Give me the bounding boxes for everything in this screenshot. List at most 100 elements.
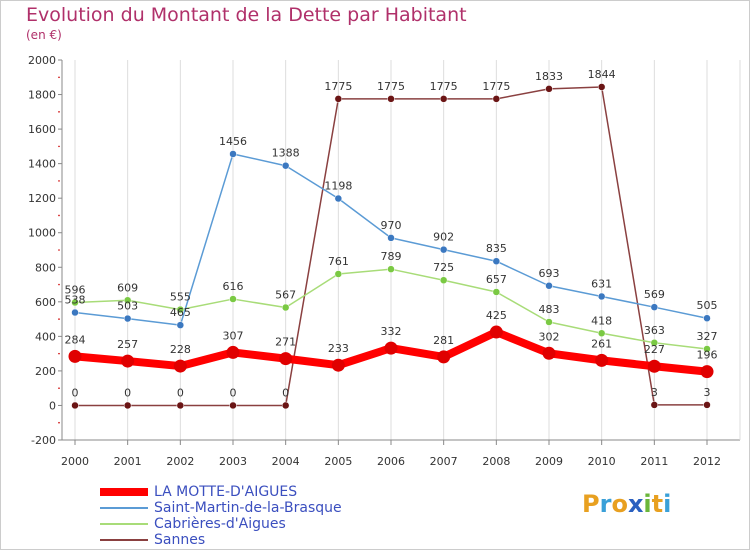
y-tick-label: 1800 [28, 89, 56, 102]
data-point [176, 401, 185, 410]
proxiti-logo: Proxiti [582, 490, 671, 518]
y-minor-tick [58, 180, 60, 182]
legend-label: LA MOTTE-D'AIGUES [154, 484, 298, 500]
data-point [281, 303, 290, 312]
legend-swatch [100, 523, 148, 525]
legend-swatch [100, 539, 148, 541]
data-label: 1775 [377, 80, 405, 93]
x-tick-label: 2006 [377, 455, 405, 468]
data-point [387, 95, 395, 103]
data-label: 657 [486, 273, 507, 286]
data-point [387, 234, 395, 242]
data-point [700, 365, 714, 379]
y-tick-label: -200 [31, 434, 56, 447]
y-tick-label: 200 [35, 365, 56, 378]
chart-unit: (en €) [26, 28, 62, 42]
data-point [123, 401, 132, 410]
x-tick-label: 2010 [588, 455, 616, 468]
data-point [173, 359, 187, 373]
logo-letter: P [582, 490, 600, 518]
y-minor-tick [58, 387, 60, 389]
x-tick-label: 2002 [166, 455, 194, 468]
data-label: 596 [65, 284, 86, 297]
data-point [384, 341, 398, 355]
data-label: 228 [170, 343, 191, 356]
data-point [703, 314, 711, 322]
data-label: 1775 [482, 80, 510, 93]
legend-swatch [100, 488, 148, 496]
data-label: 567 [275, 289, 296, 302]
data-point [703, 345, 711, 353]
data-label: 505 [697, 299, 718, 312]
data-label: 555 [170, 291, 191, 304]
data-point [597, 329, 606, 338]
data-point [387, 265, 395, 273]
data-label: 284 [65, 333, 86, 346]
data-point [545, 282, 553, 290]
data-label: 3 [704, 386, 711, 399]
data-point [334, 95, 343, 103]
data-point [647, 359, 661, 373]
data-point [68, 349, 82, 363]
data-label: 307 [223, 329, 244, 342]
logo-letter: i [643, 490, 652, 518]
data-point [597, 83, 606, 91]
data-label: 693 [539, 267, 560, 280]
legend-swatch [100, 507, 148, 509]
data-label: 503 [117, 300, 138, 313]
x-tick-label: 2007 [430, 455, 458, 468]
data-point [489, 325, 503, 339]
data-label: 1388 [272, 147, 300, 160]
data-label: 631 [591, 277, 612, 290]
data-label: 1844 [588, 68, 616, 81]
y-tick-label: 1600 [28, 123, 56, 136]
x-tick-label: 2000 [61, 455, 89, 468]
data-label: 835 [486, 242, 507, 255]
data-label: 233 [328, 342, 349, 355]
data-label: 196 [697, 349, 718, 362]
data-label: 261 [591, 337, 612, 350]
data-label: 281 [433, 334, 454, 347]
data-point [703, 401, 711, 409]
data-point [176, 321, 185, 329]
x-tick-label: 2001 [114, 455, 142, 468]
data-point [121, 354, 135, 368]
logo-letter: x [627, 490, 644, 518]
data-label: 332 [381, 325, 402, 338]
y-tick-label: 1400 [28, 158, 56, 171]
data-label: 902 [433, 231, 454, 244]
logo-letter: t [651, 490, 664, 518]
data-point [229, 295, 237, 303]
data-point [331, 358, 345, 372]
y-tick-label: 2000 [28, 54, 56, 67]
grid [74, 60, 708, 440]
data-label: 761 [328, 255, 349, 268]
legend-label: Sannes [154, 532, 206, 548]
data-label: 425 [486, 309, 507, 322]
data-label: 465 [170, 306, 191, 319]
data-point [650, 303, 659, 311]
data-labels: 0 0 0 0 0 1775 1775 1775 1775 1833 1844 3 3 596 609 555… [65, 68, 718, 400]
y-tick-label: 400 [35, 330, 56, 343]
x-tick-label: 2003 [219, 455, 247, 468]
x-tick-label: 2004 [272, 455, 300, 468]
data-point [176, 305, 185, 314]
data-label: 538 [65, 294, 86, 307]
y-tick-label: 1200 [28, 192, 56, 205]
data-label: 0 [124, 386, 131, 399]
x-tick-label: 2008 [482, 455, 510, 468]
data-label: 1833 [535, 70, 563, 83]
data-point [439, 276, 448, 284]
y-tick-label: 1000 [28, 227, 56, 240]
data-label: 0 [72, 386, 79, 399]
data-point [437, 350, 451, 364]
data-point [226, 345, 240, 359]
x-tick-label: 2012 [693, 455, 721, 468]
data-point [650, 339, 659, 347]
data-point [439, 245, 448, 254]
data-label: 1775 [324, 80, 352, 93]
data-point [492, 257, 501, 265]
data-point [123, 296, 132, 305]
y-tick-label: 600 [35, 296, 56, 309]
